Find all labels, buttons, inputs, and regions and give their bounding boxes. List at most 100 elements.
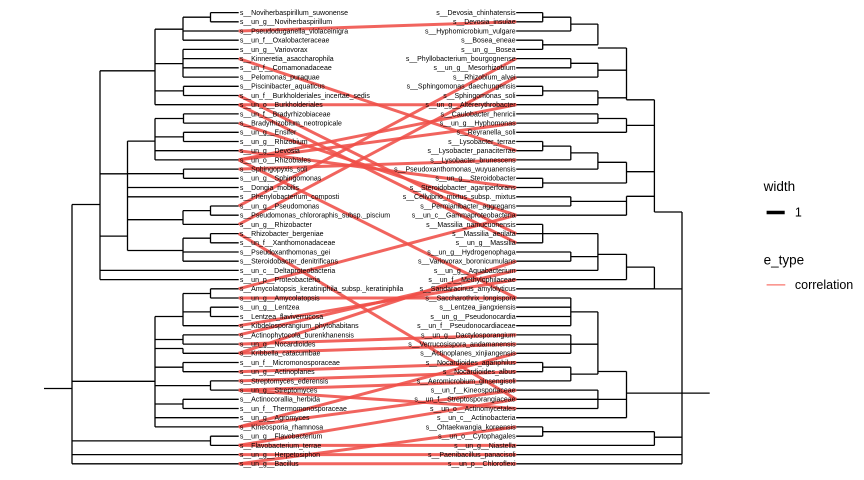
svg-text:s__Lysobacter_brunescens: s__Lysobacter_brunescens [430,157,516,164]
svg-text:s__Pelomonas_puraquae: s__Pelomonas_puraquae [240,75,320,82]
svg-text:s__Bosea_eneae: s__Bosea_eneae [461,38,516,45]
svg-text:s__un_f__Streptosporangiaceae: s__un_f__Streptosporangiaceae [414,397,515,404]
svg-text:s__Caulobacter_henricii: s__Caulobacter_henricii [440,111,516,118]
svg-text:1: 1 [795,206,802,220]
svg-text:s__un_g__Nocardioides: s__un_g__Nocardioides [240,342,316,349]
svg-text:s__un_g__Massilia: s__un_g__Massilia [456,240,516,247]
svg-text:s__un_c__Deltaproteobacteria: s__un_c__Deltaproteobacteria [240,268,335,275]
svg-text:s__un_g__Herpetosiphon: s__un_g__Herpetosiphon [240,452,320,459]
svg-text:s__Kinneretia_asaccharophila: s__Kinneretia_asaccharophila [240,56,334,63]
svg-text:s__un_f__Thermomonosporaceae: s__un_f__Thermomonosporaceae [240,406,347,413]
svg-text:s__Reyranella_soli: s__Reyranella_soli [456,130,516,137]
svg-text:s__un_g__Ensifer: s__un_g__Ensifer [240,130,297,137]
svg-text:s__un_g__Agromyces: s__un_g__Agromyces [240,415,310,422]
svg-text:s__un_g__Altererythrobacter: s__un_g__Altererythrobacter [425,102,516,109]
svg-text:s__un_g__Rhizobium: s__un_g__Rhizobium [240,139,308,146]
svg-text:s__Steroidobacter_denitrifican: s__Steroidobacter_denitrificans [240,259,339,266]
svg-text:s__Pseudomonas_chlororaphis_su: s__Pseudomonas_chlororaphis_subsp._pisci… [240,213,390,220]
svg-text:s__Kineosporia_rhamnosa: s__Kineosporia_rhamnosa [240,424,323,431]
svg-text:s__Lysobacter_terrae: s__Lysobacter_terrae [448,139,516,146]
svg-text:s__un_f__Oxalobacteraceae: s__un_f__Oxalobacteraceae [240,38,330,45]
svg-text:s__un_g__Rhizobacter: s__un_g__Rhizobacter [240,222,313,229]
svg-text:s__Phenylobacterium_composti: s__Phenylobacterium_composti [240,194,340,201]
svg-text:s__un_g__Noviherbaspirillum: s__un_g__Noviherbaspirillum [240,19,332,26]
svg-text:s__Flavobacterium_terrae: s__Flavobacterium_terrae [240,443,321,450]
svg-text:correlation: correlation [795,278,853,292]
svg-text:s__Actinoplanes_xinjiangensis: s__Actinoplanes_xinjiangensis [420,351,516,358]
svg-text:s__un_f__Micromonosporaceae: s__un_f__Micromonosporaceae [240,360,340,367]
svg-text:s__un_g__Flavobacterium: s__un_g__Flavobacterium [240,434,323,441]
svg-text:s__Steroidobacter_agariperfora: s__Steroidobacter_agariperforans [410,185,516,192]
svg-text:s__Hyphomicrobium_vulgare: s__Hyphomicrobium_vulgare [425,28,516,35]
svg-text:s__Massilia_aerilata: s__Massilia_aerilata [452,231,516,238]
svg-text:s__Dongia_mobilis: s__Dongia_mobilis [240,185,300,192]
svg-text:s__un_c__Gammaproteobacteria: s__un_c__Gammaproteobacteria [412,213,516,220]
svg-text:s__un_g__Devosia: s__un_g__Devosia [240,148,300,155]
svg-text:s__Actinophytocola_burenkhanen: s__Actinophytocola_burenkhanensis [240,332,355,339]
svg-text:s__Verrucosispora_andamanensis: s__Verrucosispora_andamanensis [408,342,516,349]
svg-text:s__Rhizobium_alvei: s__Rhizobium_alvei [453,75,516,82]
svg-text:s__Pseudoduganella_violaceinig: s__Pseudoduganella_violaceinigra [240,28,348,35]
svg-text:s__Actinocorallia_herbida: s__Actinocorallia_herbida [240,397,320,404]
svg-text:s__un_p__Chloroflexi: s__un_p__Chloroflexi [448,461,516,468]
svg-text:s__un_g__Pseudomonas: s__un_g__Pseudomonas [240,203,320,210]
svg-text:s__Massilia_namucuonensis: s__Massilia_namucuonensis [426,222,516,229]
svg-text:s__un_g__Bosea: s__un_g__Bosea [461,47,516,54]
svg-text:s__Pseudoxanthomonas_gei: s__Pseudoxanthomonas_gei [240,249,331,256]
svg-text:s__un_g__Variovorax: s__un_g__Variovorax [240,47,308,54]
svg-text:s__Aeromicrobium_ginsengisoli: s__Aeromicrobium_ginsengisoli [417,378,516,385]
svg-text:s__Amycolatopsis_keratiniphila: s__Amycolatopsis_keratiniphila_subsp._ke… [240,286,404,293]
svg-text:s__un_g__Actinoplanes: s__un_g__Actinoplanes [240,369,315,376]
svg-text:s__Devosia_chinhatensis: s__Devosia_chinhatensis [436,10,516,17]
svg-text:s__un_g__Sphingomonas: s__un_g__Sphingomonas [240,176,322,183]
svg-text:s__Pseudoxanthomonas_wuyuanens: s__Pseudoxanthomonas_wuyuanensis [394,167,516,174]
svg-text:s__Phyllobacterium_bourgognens: s__Phyllobacterium_bourgognense [406,56,516,63]
svg-text:s__Nocardioides_albus: s__Nocardioides_albus [443,369,516,376]
svg-text:s__un_o__Rhizobiales: s__un_o__Rhizobiales [240,157,311,164]
svg-text:s__un_g__Aquabacterium: s__un_g__Aquabacterium [434,268,516,275]
svg-text:s__Lysobacter_panaciterrae: s__Lysobacter_panaciterrae [428,148,516,155]
svg-text:s__Bradyrhizobium_neotropicale: s__Bradyrhizobium_neotropicale [240,121,342,128]
svg-text:s__un_g__Streptomyces: s__un_g__Streptomyces [240,388,318,395]
svg-text:s__Sphingomonas_soli: s__Sphingomonas_soli [443,93,516,100]
svg-text:s__un_f__Pseudonocardiaceae: s__un_f__Pseudonocardiaceae [417,323,516,330]
svg-text:s__un_g__Lentzea: s__un_g__Lentzea [240,305,300,312]
svg-text:s__un_g__Hyphomonas: s__un_g__Hyphomonas [440,121,516,128]
svg-text:s__Rhizobacter_bergeniae: s__Rhizobacter_bergeniae [240,231,324,238]
svg-text:s__Streptomyces_ederensis: s__Streptomyces_ederensis [240,378,329,385]
svg-text:s__un_g__Pseudonocardia: s__un_g__Pseudonocardia [430,314,515,321]
svg-text:s__Saccharothrix_longispora: s__Saccharothrix_longispora [425,295,515,302]
svg-text:s__Cellvibrio_mixtus_subsp._mi: s__Cellvibrio_mixtus_subsp._mixtus [403,194,516,201]
svg-text:s__un_p__Proteobacteria: s__un_p__Proteobacteria [240,277,320,284]
svg-text:s__Variovorax_boronicumulans: s__Variovorax_boronicumulans [418,259,516,266]
svg-text:s__Nocardioides_agariphilus: s__Nocardioides_agariphilus [426,360,516,367]
svg-text:s__un_g__Amycolatopsis: s__un_g__Amycolatopsis [240,295,320,302]
svg-text:s__Devosia_insulae: s__Devosia_insulae [453,19,516,26]
svg-text:s__Kribbella_catacumbae: s__Kribbella_catacumbae [240,351,321,358]
svg-text:s__un_o__Actinomycetales: s__un_o__Actinomycetales [430,406,516,413]
svg-text:s__Ohtaekwangia_koreensis: s__Ohtaekwangia_koreensis [426,424,516,431]
svg-text:s__un_g__Bacillus: s__un_g__Bacillus [240,461,299,468]
svg-text:s__Lentzea_jiangxiensis: s__Lentzea_jiangxiensis [439,305,516,312]
svg-text:s__Piscinibacter_aquaticus: s__Piscinibacter_aquaticus [240,84,325,91]
svg-text:s__un_g__Dactylosporangium: s__un_g__Dactylosporangium [421,332,516,339]
svg-text:s__un_g__Hydrogenophaga: s__un_g__Hydrogenophaga [427,249,515,256]
svg-text:s__un_f__Comamonadaceae: s__un_f__Comamonadaceae [240,65,332,72]
svg-text:s__un_c__Actinobacteria: s__un_c__Actinobacteria [437,415,516,422]
svg-text:width: width [763,179,796,194]
svg-text:s__Lentzea_flaviverrucosa: s__Lentzea_flaviverrucosa [240,314,323,321]
svg-text:s__Permianibacter_aggregans: s__Permianibacter_aggregans [420,203,516,210]
svg-text:s__un_o__Burkholderiales: s__un_o__Burkholderiales [240,102,323,109]
svg-text:s__un_f__Methylophilaceae: s__un_f__Methylophilaceae [428,277,515,284]
svg-text:s__un_f__Bradyrhizobiaceae: s__un_f__Bradyrhizobiaceae [240,111,331,118]
svg-text:s__un_f__Burkholderiales_incer: s__un_f__Burkholderiales_incertae_sedis [240,93,370,100]
svg-text:s__un_f__Xanthomonadaceae: s__un_f__Xanthomonadaceae [240,240,335,247]
svg-text:s__un_g__Steroidobacter: s__un_g__Steroidobacter [435,176,516,183]
svg-text:s__Sandaracinus_amylolyticus: s__Sandaracinus_amylolyticus [419,286,516,293]
svg-text:s__Sphingopyxis_soli: s__Sphingopyxis_soli [240,167,308,174]
svg-text:s__un_f__Kineosporiaceae: s__un_f__Kineosporiaceae [431,388,516,395]
svg-text:s__Sphingomonas_daechungensis: s__Sphingomonas_daechungensis [407,84,516,91]
svg-text:s__Kibdelosporangium_phytohabi: s__Kibdelosporangium_phytohabitans [240,323,359,330]
svg-text:e_type: e_type [764,253,805,268]
svg-text:s__un_o__Cytophagales: s__un_o__Cytophagales [438,434,516,441]
